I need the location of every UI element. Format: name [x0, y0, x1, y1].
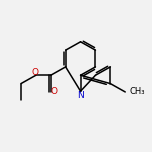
Text: O: O: [32, 68, 39, 77]
Text: CH₃: CH₃: [130, 87, 145, 97]
Text: O: O: [50, 87, 57, 97]
Text: N: N: [77, 91, 84, 100]
